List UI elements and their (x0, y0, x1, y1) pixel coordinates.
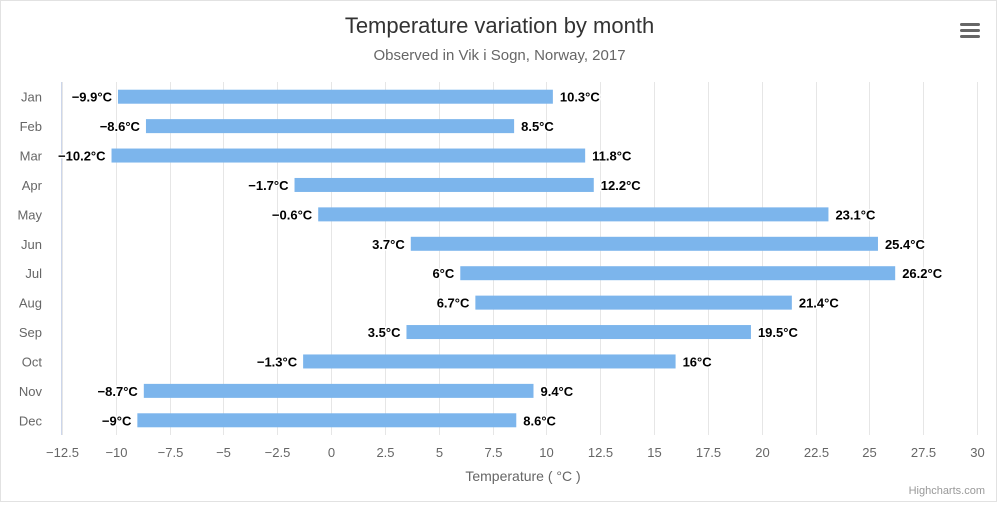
x-tick-label: 25 (862, 445, 876, 460)
low-data-label: −8.6°C (100, 119, 141, 134)
high-data-label: 25.4°C (885, 237, 926, 252)
high-data-label: 8.6°C (523, 413, 556, 428)
chart-title: Temperature variation by month (344, 13, 655, 38)
high-data-label: 8.5°C (521, 119, 554, 134)
range-bar[interactable] (143, 383, 534, 398)
low-data-label: −1.3°C (257, 354, 298, 369)
low-data-label: −9°C (102, 413, 132, 428)
low-data-label: −8.7°C (98, 384, 139, 399)
high-data-label: 10.3°C (560, 90, 601, 105)
category-axis: Jan Feb Mar Apr May Jun Jul Aug Sep Oct Nov Dec (17, 90, 42, 429)
value-axis: −12.5 −10 −7.5 −5 −2.5 0 2.5 5 7.5 10 12.5 15 17.5 20… (46, 445, 985, 460)
x-tick-label: −12.5 (46, 445, 79, 460)
category-label: Mar (20, 149, 43, 164)
grid-lines (61, 82, 978, 435)
category-label: May (17, 207, 42, 222)
x-tick-label: 2.5 (376, 445, 394, 460)
x-tick-label: −10 (105, 445, 127, 460)
category-label: Oct (22, 354, 43, 369)
x-axis-title: Temperature ( °C ) (465, 468, 580, 484)
high-data-label: 19.5°C (758, 325, 799, 340)
high-data-label: 11.8°C (592, 149, 632, 164)
low-data-label: −9.9°C (72, 90, 113, 105)
high-data-label: 21.4°C (799, 296, 840, 311)
category-label: Apr (22, 178, 43, 193)
x-tick-label: 22.5 (804, 445, 829, 460)
low-data-label: −0.6°C (272, 207, 313, 222)
range-bar[interactable] (294, 177, 594, 192)
range-bar[interactable] (111, 148, 586, 163)
range-bar[interactable] (145, 119, 515, 134)
range-bar[interactable] (460, 266, 896, 281)
range-bar[interactable] (410, 236, 878, 251)
menu-line (960, 29, 980, 32)
category-label: Sep (19, 325, 42, 340)
category-label: Jan (21, 90, 42, 105)
range-bar[interactable] (475, 295, 792, 310)
x-tick-label: 15 (647, 445, 661, 460)
category-label: Jun (21, 237, 42, 252)
x-tick-label: 30 (970, 445, 984, 460)
range-bar[interactable] (406, 325, 751, 340)
x-tick-label: −5 (216, 445, 231, 460)
x-tick-label: 20 (755, 445, 769, 460)
x-tick-label: −2.5 (265, 445, 291, 460)
low-data-label: 3.7°C (372, 237, 405, 252)
category-label: Jul (25, 266, 42, 281)
high-data-label: 9.4°C (540, 384, 573, 399)
data-labels: −9.9°C 10.3°C −8.6°C 8.5°C −10.2°C 11.8°C −1.7… (57, 88, 945, 430)
range-bar[interactable] (303, 354, 676, 369)
range-bar[interactable] (117, 89, 553, 104)
low-data-label: −10.2°C (58, 149, 106, 164)
high-data-label: 12.2°C (601, 178, 642, 193)
menu-line (960, 35, 980, 38)
x-tick-label: 27.5 (911, 445, 936, 460)
credits-link[interactable]: Highcharts.com (908, 485, 985, 497)
low-data-label: 6°C (432, 266, 454, 281)
hamburger-menu-icon[interactable] (957, 19, 983, 43)
x-tick-label: 10 (539, 445, 553, 460)
x-tick-label: 12.5 (588, 445, 613, 460)
high-data-label: 26.2°C (902, 266, 943, 281)
range-bar[interactable] (137, 413, 517, 428)
low-data-label: 3.5°C (368, 325, 401, 340)
category-label: Dec (19, 413, 43, 428)
range-bar[interactable] (318, 207, 829, 222)
high-data-label: 16°C (683, 354, 713, 369)
high-data-label: 23.1°C (835, 207, 876, 222)
menu-line (960, 23, 980, 26)
category-label: Feb (20, 119, 42, 134)
x-tick-label: 7.5 (484, 445, 502, 460)
bar-series (111, 89, 896, 428)
chart-subtitle: Observed in Vik i Sogn, Norway, 2017 (373, 47, 626, 64)
category-label: Aug (19, 296, 42, 311)
low-data-label: −1.7°C (248, 178, 289, 193)
low-data-label: 6.7°C (437, 296, 470, 311)
x-tick-label: −7.5 (158, 445, 184, 460)
x-tick-label: 5 (436, 445, 443, 460)
category-label: Nov (19, 384, 43, 399)
x-tick-label: 17.5 (696, 445, 721, 460)
x-tick-label: 0 (328, 445, 335, 460)
